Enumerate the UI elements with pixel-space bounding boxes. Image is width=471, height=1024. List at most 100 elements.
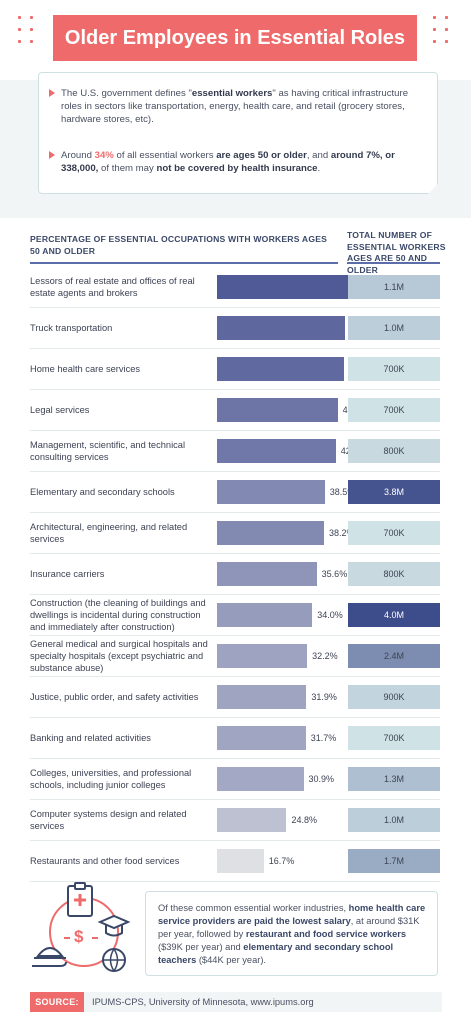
salary-summary-card: Of these common essential worker industr… (145, 891, 438, 976)
clipboard-medical-icon (67, 882, 93, 917)
worker-count: 1.7M (348, 849, 440, 873)
text-segment: 34% (94, 150, 114, 161)
category-label: Computer systems design and related serv… (30, 809, 187, 831)
category-label: Architectural, engineering, and related … (30, 522, 188, 544)
bullet-arrow-icon (49, 89, 55, 97)
fact-definition: The U.S. government defines "essential w… (49, 87, 421, 126)
chart-row: Truck transportation45.8%1.0M (30, 308, 440, 349)
bar (217, 521, 324, 545)
count-column-header: TOTAL NUMBER OF ESSENTIAL WORKERS AGES A… (347, 230, 446, 275)
facts-card: The U.S. government defines "essential w… (38, 72, 439, 195)
category-label: Banking and related activities (30, 733, 151, 743)
text-segment: not be covered by health insurance (156, 163, 318, 174)
worker-count: 1.1M (348, 275, 440, 299)
text-segment: of all essential workers (113, 150, 217, 161)
graduation-cap-icon (97, 914, 131, 937)
bar (217, 808, 287, 832)
category-label: Home health care services (30, 364, 141, 374)
worker-count: 700K (348, 398, 440, 422)
bar (217, 398, 338, 422)
bar-value-label: 31.9% (311, 692, 337, 702)
svg-text:$: $ (74, 927, 84, 946)
text-segment: " as having critical infrastructure role… (61, 88, 409, 125)
chart-row: Computer systems design and related serv… (30, 800, 440, 841)
worker-count: 4.0M (348, 603, 440, 627)
chart-row: Colleges, universities, and professional… (30, 759, 440, 800)
category-label: Justice, public order, and safety activi… (30, 692, 199, 702)
bar-value-label: 38.2% (328, 528, 355, 538)
text-segment: elementary and secondary school teachers (158, 942, 394, 965)
bar (217, 644, 308, 668)
source-label: SOURCE: (30, 992, 84, 1012)
category-label: Lessors of real estate and offices of re… (30, 276, 195, 298)
worker-count: 700K (348, 357, 440, 381)
page-title: Older Employees in Essential Roles (53, 15, 417, 61)
category-label: Construction (the cleaning of buildings … (30, 598, 206, 632)
category-label: Truck transportation (30, 323, 113, 333)
dollar-icon: $ (64, 927, 98, 946)
category-label: Management, scientific, and technical co… (30, 440, 186, 462)
essential-workers-illustration: $ (32, 882, 131, 973)
bar (217, 603, 313, 627)
worker-count: 700K (348, 726, 440, 750)
text-segment: are ages 50 or older (216, 150, 307, 161)
chart-row: General medical and surgical hospitals a… (30, 636, 440, 677)
text-segment: ($39K per year) and (158, 942, 244, 952)
category-label: Insurance carriers (30, 569, 105, 579)
worker-count: 2.4M (348, 644, 440, 668)
chart-row: Lessors of real estate and offices of re… (30, 267, 440, 308)
bar (217, 685, 307, 709)
serving-cloche-icon (32, 947, 67, 967)
decorative-dots-left (18, 16, 38, 46)
worker-count: 1.3M (348, 767, 440, 791)
bullet-arrow-icon (49, 151, 55, 159)
bar (217, 562, 317, 586)
worker-count: 900K (348, 685, 440, 709)
globe-icon (102, 948, 126, 973)
chart-row: Legal services43.1%700K (30, 390, 440, 431)
chart-row: Banking and related activities 31.7% 700K (30, 718, 440, 759)
worker-count: 1.0M (348, 316, 440, 340)
category-label: Legal services (30, 405, 90, 415)
chart-title: PERCENTAGE OF ESSENTIAL OCCUPATIONS WITH… (30, 234, 328, 256)
text-segment: restaurant and food service workers (245, 929, 407, 939)
worker-count: 800K (348, 562, 440, 586)
bar (217, 480, 325, 504)
category-label: Elementary and secondary schools (30, 487, 175, 497)
text-segment: , and (306, 150, 331, 161)
category-label: General medical and surgical hospitals a… (30, 639, 208, 673)
bar (217, 849, 264, 873)
text-segment: , at around $31K per year, followed by (158, 916, 420, 939)
salary-summary-text: Of these common essential worker industr… (158, 902, 430, 967)
text-segment: ($44K per year). (196, 955, 267, 965)
bar-value-label: 38.5% (329, 487, 356, 497)
bar-value-label: 32.2% (312, 651, 338, 661)
fact-statistics: Around 34% of all essential workers are … (49, 149, 421, 175)
count-header-divider (347, 262, 440, 264)
chart-row: Architectural, engineering, and related … (30, 513, 440, 554)
chart-row: Construction (the cleaning of buildings … (30, 595, 440, 636)
worker-count: 1.0M (348, 808, 440, 832)
text-segment: around 7%, or 338,000, (61, 150, 395, 174)
chart-row: Restaurants and other food services 16.7%… (30, 841, 440, 882)
chart-row: Justice, public order, and safety activi… (30, 677, 440, 718)
text-segment: home health care service providers are p… (158, 903, 426, 926)
bar (217, 767, 304, 791)
category-label: Colleges, universities, and professional… (30, 768, 192, 790)
bar (217, 439, 336, 463)
chart-row: Insurance carriers 35.6% 800K (30, 554, 440, 595)
worker-count: 700K (348, 521, 440, 545)
text-segment: Around (61, 150, 95, 161)
bar (217, 726, 306, 750)
source-link[interactable]: IPUMS-CPS, University of Minnesota, www.… (92, 997, 314, 1007)
text-segment: essential workers (191, 88, 273, 99)
bar-value-label: 16.7% (268, 856, 295, 866)
bar-value-label: 24.8% (291, 815, 317, 825)
bar (217, 357, 345, 381)
decorative-dots-right (433, 16, 453, 46)
worker-count: 800K (348, 439, 440, 463)
chart-row: Home health care services45.4%700K (30, 349, 440, 390)
bar-value-label: 30.9% (308, 774, 335, 784)
text-segment: of them may (98, 163, 157, 174)
bar-value-label: 35.6% (321, 569, 348, 579)
